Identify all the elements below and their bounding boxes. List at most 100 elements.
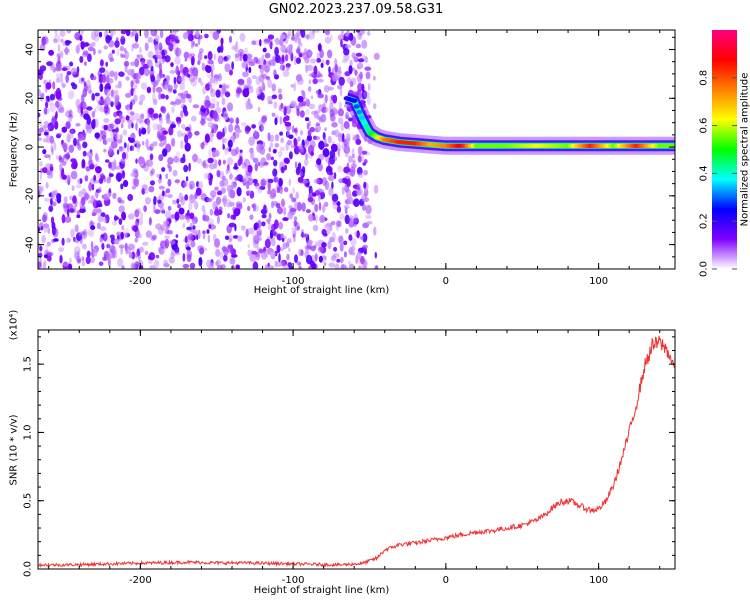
noise-cell xyxy=(349,170,355,177)
noise-cell xyxy=(57,55,61,64)
noise-cell xyxy=(145,230,153,238)
noise-cell xyxy=(141,184,148,191)
noise-cell xyxy=(71,185,75,192)
noise-cell xyxy=(334,129,340,138)
ridge-cell xyxy=(361,120,368,125)
noise-cell xyxy=(259,39,262,47)
noise-cell xyxy=(63,143,68,153)
noise-cell xyxy=(223,254,228,262)
noise-cell xyxy=(315,122,321,127)
noise-cell xyxy=(346,178,351,188)
noise-cell xyxy=(67,263,73,269)
noise-cell xyxy=(168,165,172,172)
noise-cell xyxy=(330,220,336,226)
noise-cell xyxy=(330,255,337,262)
noise-cell xyxy=(85,166,91,172)
noise-cell xyxy=(79,35,83,41)
noise-cell xyxy=(55,91,62,100)
noise-cell xyxy=(146,109,150,120)
noise-cell xyxy=(157,124,163,131)
noise-cell xyxy=(327,49,333,59)
noise-cell xyxy=(188,162,191,172)
noise-cell xyxy=(210,88,216,98)
noise-cell xyxy=(120,35,125,39)
noise-cell xyxy=(113,131,118,138)
noise-cell xyxy=(186,254,192,263)
noise-cell xyxy=(99,237,103,243)
noise-cell xyxy=(209,174,213,180)
noise-cell xyxy=(133,112,140,121)
noise-cell xyxy=(188,201,193,211)
noise-cell xyxy=(132,42,139,49)
noise-cell xyxy=(331,130,337,136)
noise-cell xyxy=(215,76,219,82)
noise-cell xyxy=(210,190,217,198)
noise-cell xyxy=(80,196,86,206)
noise-cell xyxy=(117,197,122,203)
noise-cell xyxy=(117,197,122,203)
noise-cell xyxy=(310,95,314,100)
noise-cell xyxy=(110,101,114,108)
noise-cell xyxy=(174,99,182,105)
noise-cell xyxy=(266,95,274,102)
noise-cell xyxy=(348,247,353,255)
noise-cell xyxy=(233,166,239,170)
noise-cell xyxy=(268,212,272,220)
noise-cell xyxy=(288,151,293,160)
noise-cell xyxy=(352,67,356,72)
noise-cell xyxy=(318,255,323,263)
noise-cell xyxy=(216,215,220,224)
noise-cell xyxy=(294,254,298,263)
noise-cell xyxy=(308,79,311,85)
noise-cell xyxy=(301,90,304,94)
noise-cell xyxy=(99,83,104,93)
noise-cell xyxy=(142,241,149,246)
noise-cell xyxy=(346,196,354,205)
noise-cell xyxy=(324,127,327,132)
noise-cell xyxy=(86,124,93,134)
noise-cell xyxy=(288,178,292,187)
noise-cell xyxy=(103,141,108,145)
noise-cell xyxy=(116,231,122,236)
noise-cell xyxy=(331,122,338,128)
noise-cell xyxy=(255,86,262,97)
noise-cell xyxy=(56,155,59,160)
noise-cell xyxy=(343,204,350,209)
noise-cell xyxy=(325,59,330,66)
noise-cell xyxy=(187,131,193,139)
noise-cell xyxy=(347,123,351,130)
noise-cell xyxy=(201,204,206,212)
noise-cell xyxy=(128,252,133,259)
noise-cell xyxy=(81,77,85,82)
snr-series-group xyxy=(38,335,675,568)
noise-cell xyxy=(109,244,115,253)
noise-cell xyxy=(286,238,292,244)
noise-cell xyxy=(334,129,340,138)
noise-cell xyxy=(356,230,360,239)
noise-cell xyxy=(197,51,203,61)
noise-cell xyxy=(268,146,272,153)
snr-background xyxy=(38,330,675,569)
noise-cell xyxy=(230,248,237,256)
noise-cell xyxy=(334,263,340,269)
noise-cell xyxy=(214,186,219,191)
noise-cell xyxy=(355,254,359,265)
noise-cell xyxy=(228,188,234,198)
noise-cell xyxy=(155,86,163,93)
noise-cell xyxy=(306,122,310,130)
noise-cell xyxy=(165,119,171,124)
noise-cell xyxy=(314,136,321,141)
noise-cell xyxy=(362,204,367,211)
noise-cell xyxy=(251,40,257,45)
noise-cell xyxy=(350,251,356,256)
noise-cell xyxy=(175,151,180,159)
noise-cell xyxy=(261,115,267,123)
noise-cell xyxy=(301,202,306,212)
noise-cell xyxy=(143,163,149,172)
noise-cell xyxy=(167,84,173,92)
noise-cell xyxy=(280,137,284,143)
noise-cell xyxy=(242,88,250,98)
noise-cell xyxy=(315,213,318,224)
noise-cell xyxy=(51,117,57,124)
noise-cell xyxy=(59,255,63,264)
